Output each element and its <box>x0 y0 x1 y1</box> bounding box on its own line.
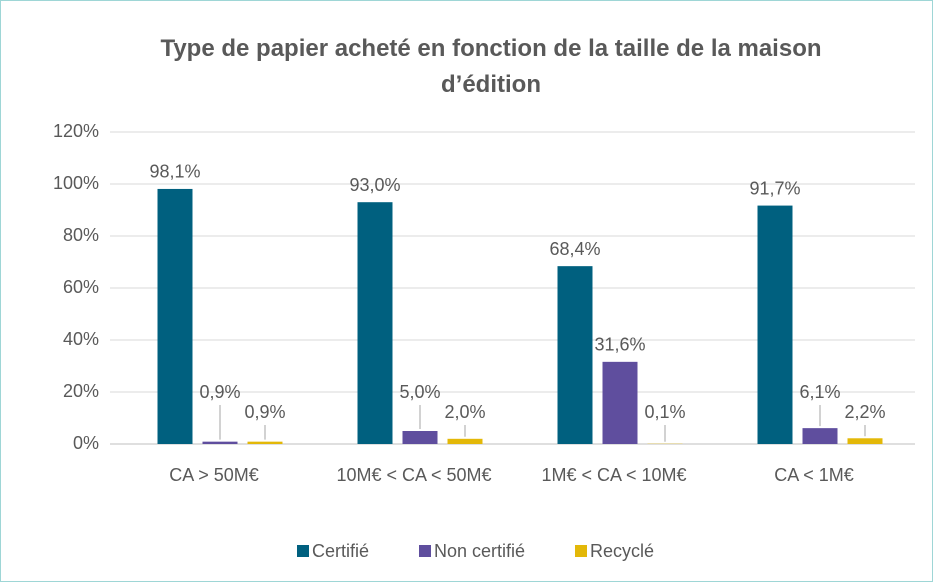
bar <box>447 438 483 444</box>
bar <box>847 438 883 444</box>
legend-label: Non certifié <box>434 541 525 561</box>
bar <box>802 428 838 444</box>
bar <box>402 431 438 444</box>
y-tick-label: 60% <box>63 277 99 297</box>
bar <box>247 441 283 444</box>
data-label: 31,6% <box>594 335 645 355</box>
bar <box>557 266 593 444</box>
x-tick-label: 1M€ < CA < 10M€ <box>541 465 687 485</box>
legend-swatch <box>419 545 431 557</box>
legend-swatch <box>297 545 309 557</box>
x-tick-label: CA < 1M€ <box>774 465 854 485</box>
bar <box>757 205 793 444</box>
legend-label: Certifié <box>312 541 369 561</box>
data-label: 5,0% <box>399 382 440 402</box>
bar <box>157 188 193 444</box>
data-label: 91,7% <box>749 178 800 198</box>
y-tick-label: 80% <box>63 225 99 245</box>
data-label: 0,9% <box>244 402 285 422</box>
data-label: 6,1% <box>799 382 840 402</box>
y-tick-label: 100% <box>53 173 99 193</box>
legend-swatch <box>575 545 587 557</box>
data-label: 0,9% <box>199 382 240 402</box>
bar <box>357 202 393 444</box>
y-tick-label: 120% <box>53 121 99 141</box>
x-tick-label: CA > 50M€ <box>169 465 259 485</box>
bar <box>602 361 638 444</box>
x-tick-label: 10M€ < CA < 50M€ <box>336 465 492 485</box>
data-label: 0,1% <box>644 402 685 422</box>
data-label: 98,1% <box>149 162 200 182</box>
y-tick-label: 20% <box>63 381 99 401</box>
chart-title: Type de papier acheté en fonction de la … <box>160 35 822 98</box>
data-label: 2,0% <box>444 402 485 422</box>
bar <box>202 441 238 444</box>
legend-label: Recyclé <box>590 541 654 561</box>
data-label: 2,2% <box>844 402 885 422</box>
y-tick-label: 40% <box>63 329 99 349</box>
y-tick-label: 0% <box>73 433 99 453</box>
data-label: 93,0% <box>349 175 400 195</box>
data-label: 68,4% <box>549 239 600 259</box>
